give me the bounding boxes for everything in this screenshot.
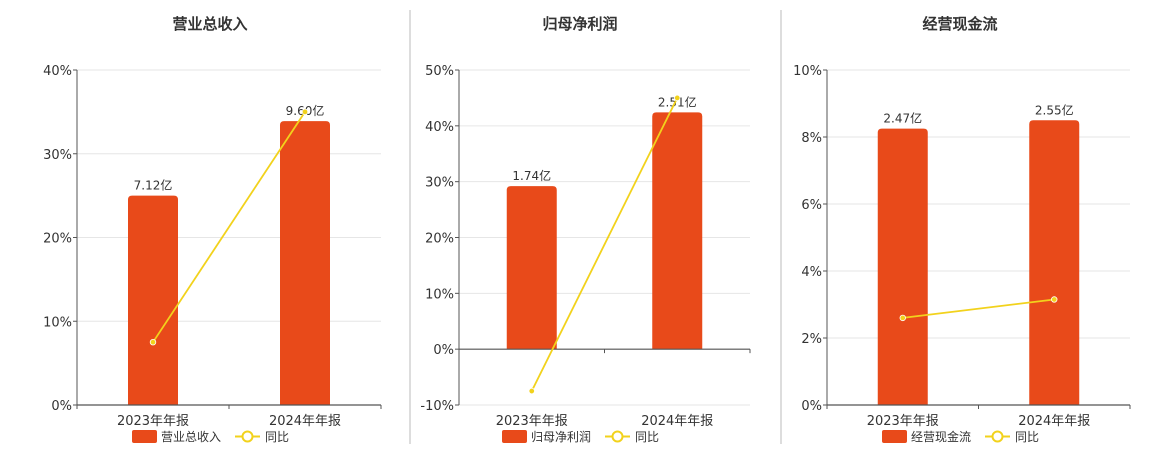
- yoy-line: [530, 97, 679, 392]
- chart-legend: 经营现金流 同比: [882, 429, 1039, 444]
- bar-2: [1029, 120, 1080, 405]
- y-tick-label: 4%: [801, 265, 822, 280]
- bar-2: [652, 112, 703, 350]
- chart-title: 营业总收入: [172, 15, 247, 33]
- bar-data-label: 2.51亿: [658, 94, 697, 109]
- y-tick-label: 0%: [801, 399, 822, 414]
- x-tick-label: 2023年年报: [117, 414, 189, 429]
- bar-1: [877, 128, 928, 405]
- y-tick-label: 30%: [43, 148, 72, 163]
- yoy-point-1: [149, 338, 157, 346]
- y-tick-label: 50%: [425, 64, 454, 79]
- yoy-line: [152, 111, 306, 343]
- bar-data-label: 2.55亿: [1035, 102, 1074, 117]
- y-tick-label: 2%: [801, 332, 822, 347]
- legend-label-line: 同比: [635, 430, 659, 444]
- legend-bar-swatch: [502, 430, 527, 443]
- x-tick-label: 2024年年报: [269, 414, 341, 429]
- y-tick-label: 10%: [43, 315, 72, 330]
- yoy-point-1: [528, 387, 535, 395]
- chart-legend: 归母净利润 同比: [502, 430, 659, 444]
- y-tick-label: 10%: [425, 287, 454, 302]
- yoy-point-1: [899, 314, 906, 322]
- bar-1: [128, 195, 178, 405]
- y-tick-label: 8%: [801, 131, 822, 146]
- bar-2: [280, 121, 330, 406]
- chart-legend: 营业总收入 同比: [132, 430, 289, 444]
- bar-1: [506, 186, 557, 350]
- y-tick-label: 0%: [433, 343, 454, 358]
- legend-line-marker: [611, 430, 624, 443]
- legend-bar-swatch: [132, 430, 157, 443]
- y-tick-label: 30%: [425, 176, 454, 191]
- yoy-point-2: [1051, 296, 1058, 303]
- legend-label-line: 同比: [1015, 430, 1039, 444]
- y-tick-label: 20%: [43, 232, 72, 247]
- y-tick-label: 6%: [801, 198, 822, 213]
- chart-3: 经营现金流 0% 2% 4% 6% 8% 10% 2.47亿 2.55亿 2023年年报 2024年…: [793, 15, 1131, 444]
- legend-label-bar: 营业总收入: [161, 430, 221, 444]
- chart-1: 营业总收入0%10%20%30%40%7.12亿9.60亿2023年年报2024…: [43, 15, 382, 444]
- yoy-point-2: [301, 108, 309, 116]
- chart-2: 归母净利润 -10% 0% 10% 20% 30% 40% 50% 1.74亿 2.51亿 2023…: [420, 15, 751, 444]
- legend-bar-swatch: [882, 430, 907, 443]
- y-tick-label: 10%: [793, 64, 822, 79]
- y-tick-label: 20%: [425, 232, 454, 247]
- y-tick-label: 40%: [43, 64, 72, 79]
- legend-label-bar: 归母净利润: [531, 430, 591, 444]
- x-tick-label: 2023年年报: [867, 414, 939, 429]
- y-tick-label: 40%: [425, 120, 454, 135]
- chart-title: 经营现金流: [922, 15, 997, 33]
- legend-line-marker: [991, 430, 1004, 443]
- legend-label-line: 同比: [265, 430, 289, 444]
- chart-title: 归母净利润: [542, 15, 617, 33]
- y-tick-label: 0%: [51, 399, 72, 414]
- bar-data-label: 1.74亿: [512, 168, 551, 183]
- bar-data-label: 2.47亿: [883, 111, 922, 126]
- legend-label-bar: 经营现金流: [911, 429, 971, 444]
- bar-data-label: 7.12亿: [134, 178, 173, 193]
- x-tick-label: 2024年年报: [1018, 414, 1090, 429]
- y-tick-label: -10%: [420, 399, 454, 414]
- yoy-line: [902, 298, 1055, 319]
- legend-line-marker: [241, 430, 254, 443]
- x-tick-label: 2024年年报: [641, 414, 713, 429]
- x-tick-label: 2023年年报: [496, 414, 568, 429]
- yoy-point-2: [674, 94, 681, 102]
